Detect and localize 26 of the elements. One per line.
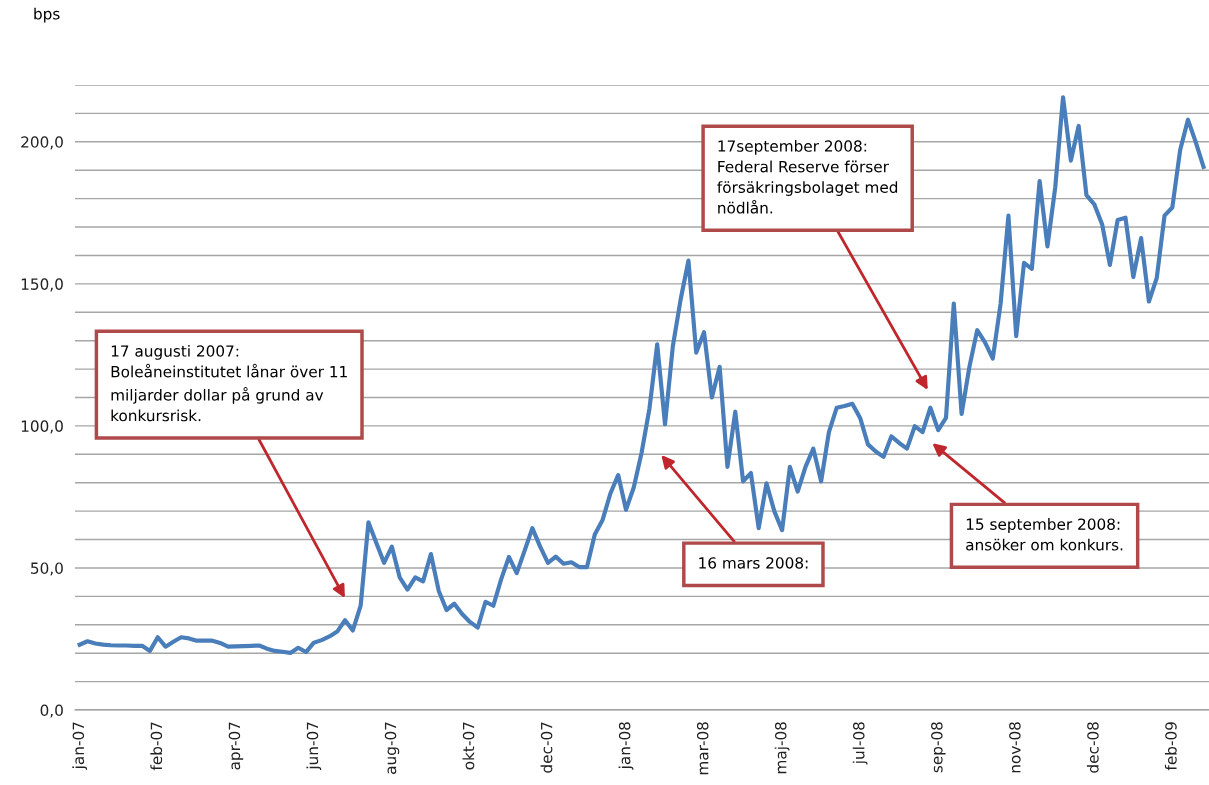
x-tick-label: dec-07 <box>540 722 553 773</box>
y-tick-label: 0,0 <box>40 704 63 718</box>
annotation: 16 mars 2008: <box>699 557 808 569</box>
x-tick-label: jul-08 <box>852 722 868 765</box>
x-tick-label: apr-07 <box>228 722 244 770</box>
x-tick-label: maj-08 <box>774 722 790 774</box>
x-tick-label: sep-08 <box>931 722 946 773</box>
y-tick-label: 200,0 <box>21 136 63 150</box>
y-axis-title: bps <box>34 7 60 23</box>
x-tick-label: nov-08 <box>1009 722 1021 773</box>
y-tick-label: 150,0 <box>21 278 63 292</box>
y-tick-label: 50,0 <box>31 562 63 576</box>
y-tick-label: 100,0 <box>21 420 63 434</box>
annotation: 15 september 2008: ansöker om konkurs. <box>966 518 1123 551</box>
line-series <box>77 95 1206 655</box>
annotation: 17september 2008: Federal Reserve förser försäkringsbolaget med nödlån. <box>717 140 898 214</box>
x-tick-label: feb-07 <box>150 722 163 771</box>
x-tick-label: aug-07 <box>384 722 400 774</box>
x-tick-label: mar-08 <box>696 722 709 775</box>
x-tick-label: okt-07 <box>462 722 475 770</box>
x-tick-label: dec-08 <box>1086 722 1099 773</box>
x-tick-label: jun-07 <box>306 722 322 770</box>
x-tick-label: jan-08 <box>618 722 634 770</box>
annotation: 17 augusti 2007: Boleåneinstitutet lånar över 11 miljarder dollar på grund av konkursrisk. <box>111 345 347 422</box>
x-tick-label: jan-07 <box>72 722 88 770</box>
x-tick-label: feb-09 <box>1164 722 1177 771</box>
